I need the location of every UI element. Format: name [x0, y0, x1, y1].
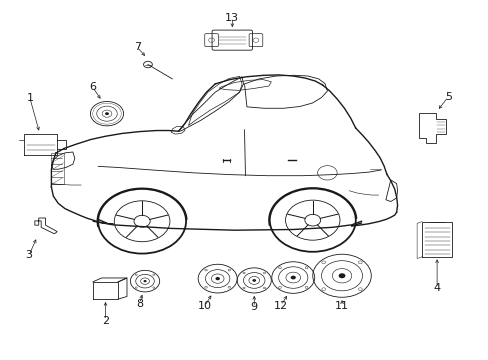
Circle shape: [358, 261, 362, 264]
Circle shape: [305, 267, 307, 269]
Text: 8: 8: [136, 299, 143, 309]
Circle shape: [204, 269, 207, 271]
Text: 11: 11: [334, 301, 348, 311]
Text: 7: 7: [133, 42, 141, 52]
Text: 3: 3: [25, 250, 32, 260]
Circle shape: [243, 287, 244, 289]
Circle shape: [135, 274, 137, 275]
Text: 2: 2: [102, 316, 109, 325]
Circle shape: [304, 214, 320, 226]
Circle shape: [278, 267, 281, 269]
Circle shape: [243, 272, 244, 274]
Circle shape: [135, 287, 137, 288]
Circle shape: [290, 276, 295, 279]
Text: 9: 9: [250, 302, 257, 312]
Circle shape: [227, 286, 230, 288]
Circle shape: [105, 112, 109, 115]
Text: 4: 4: [433, 283, 440, 293]
Circle shape: [358, 288, 362, 291]
Circle shape: [227, 269, 230, 271]
Text: 13: 13: [225, 13, 239, 23]
Circle shape: [153, 287, 154, 288]
Text: 1: 1: [26, 93, 33, 103]
Circle shape: [321, 288, 325, 291]
Circle shape: [278, 286, 281, 288]
Circle shape: [153, 274, 154, 275]
Text: 5: 5: [444, 92, 451, 102]
Circle shape: [263, 287, 265, 289]
Circle shape: [338, 273, 345, 278]
Circle shape: [134, 215, 150, 227]
Circle shape: [143, 280, 146, 282]
Circle shape: [215, 277, 220, 280]
Circle shape: [263, 272, 265, 274]
Circle shape: [252, 279, 256, 282]
Circle shape: [204, 286, 207, 288]
Circle shape: [305, 286, 307, 288]
Bar: [51, 153, 63, 184]
Circle shape: [143, 61, 152, 68]
Circle shape: [321, 261, 325, 264]
Text: 10: 10: [197, 301, 211, 311]
Text: 12: 12: [273, 301, 287, 311]
Text: 6: 6: [89, 82, 96, 92]
